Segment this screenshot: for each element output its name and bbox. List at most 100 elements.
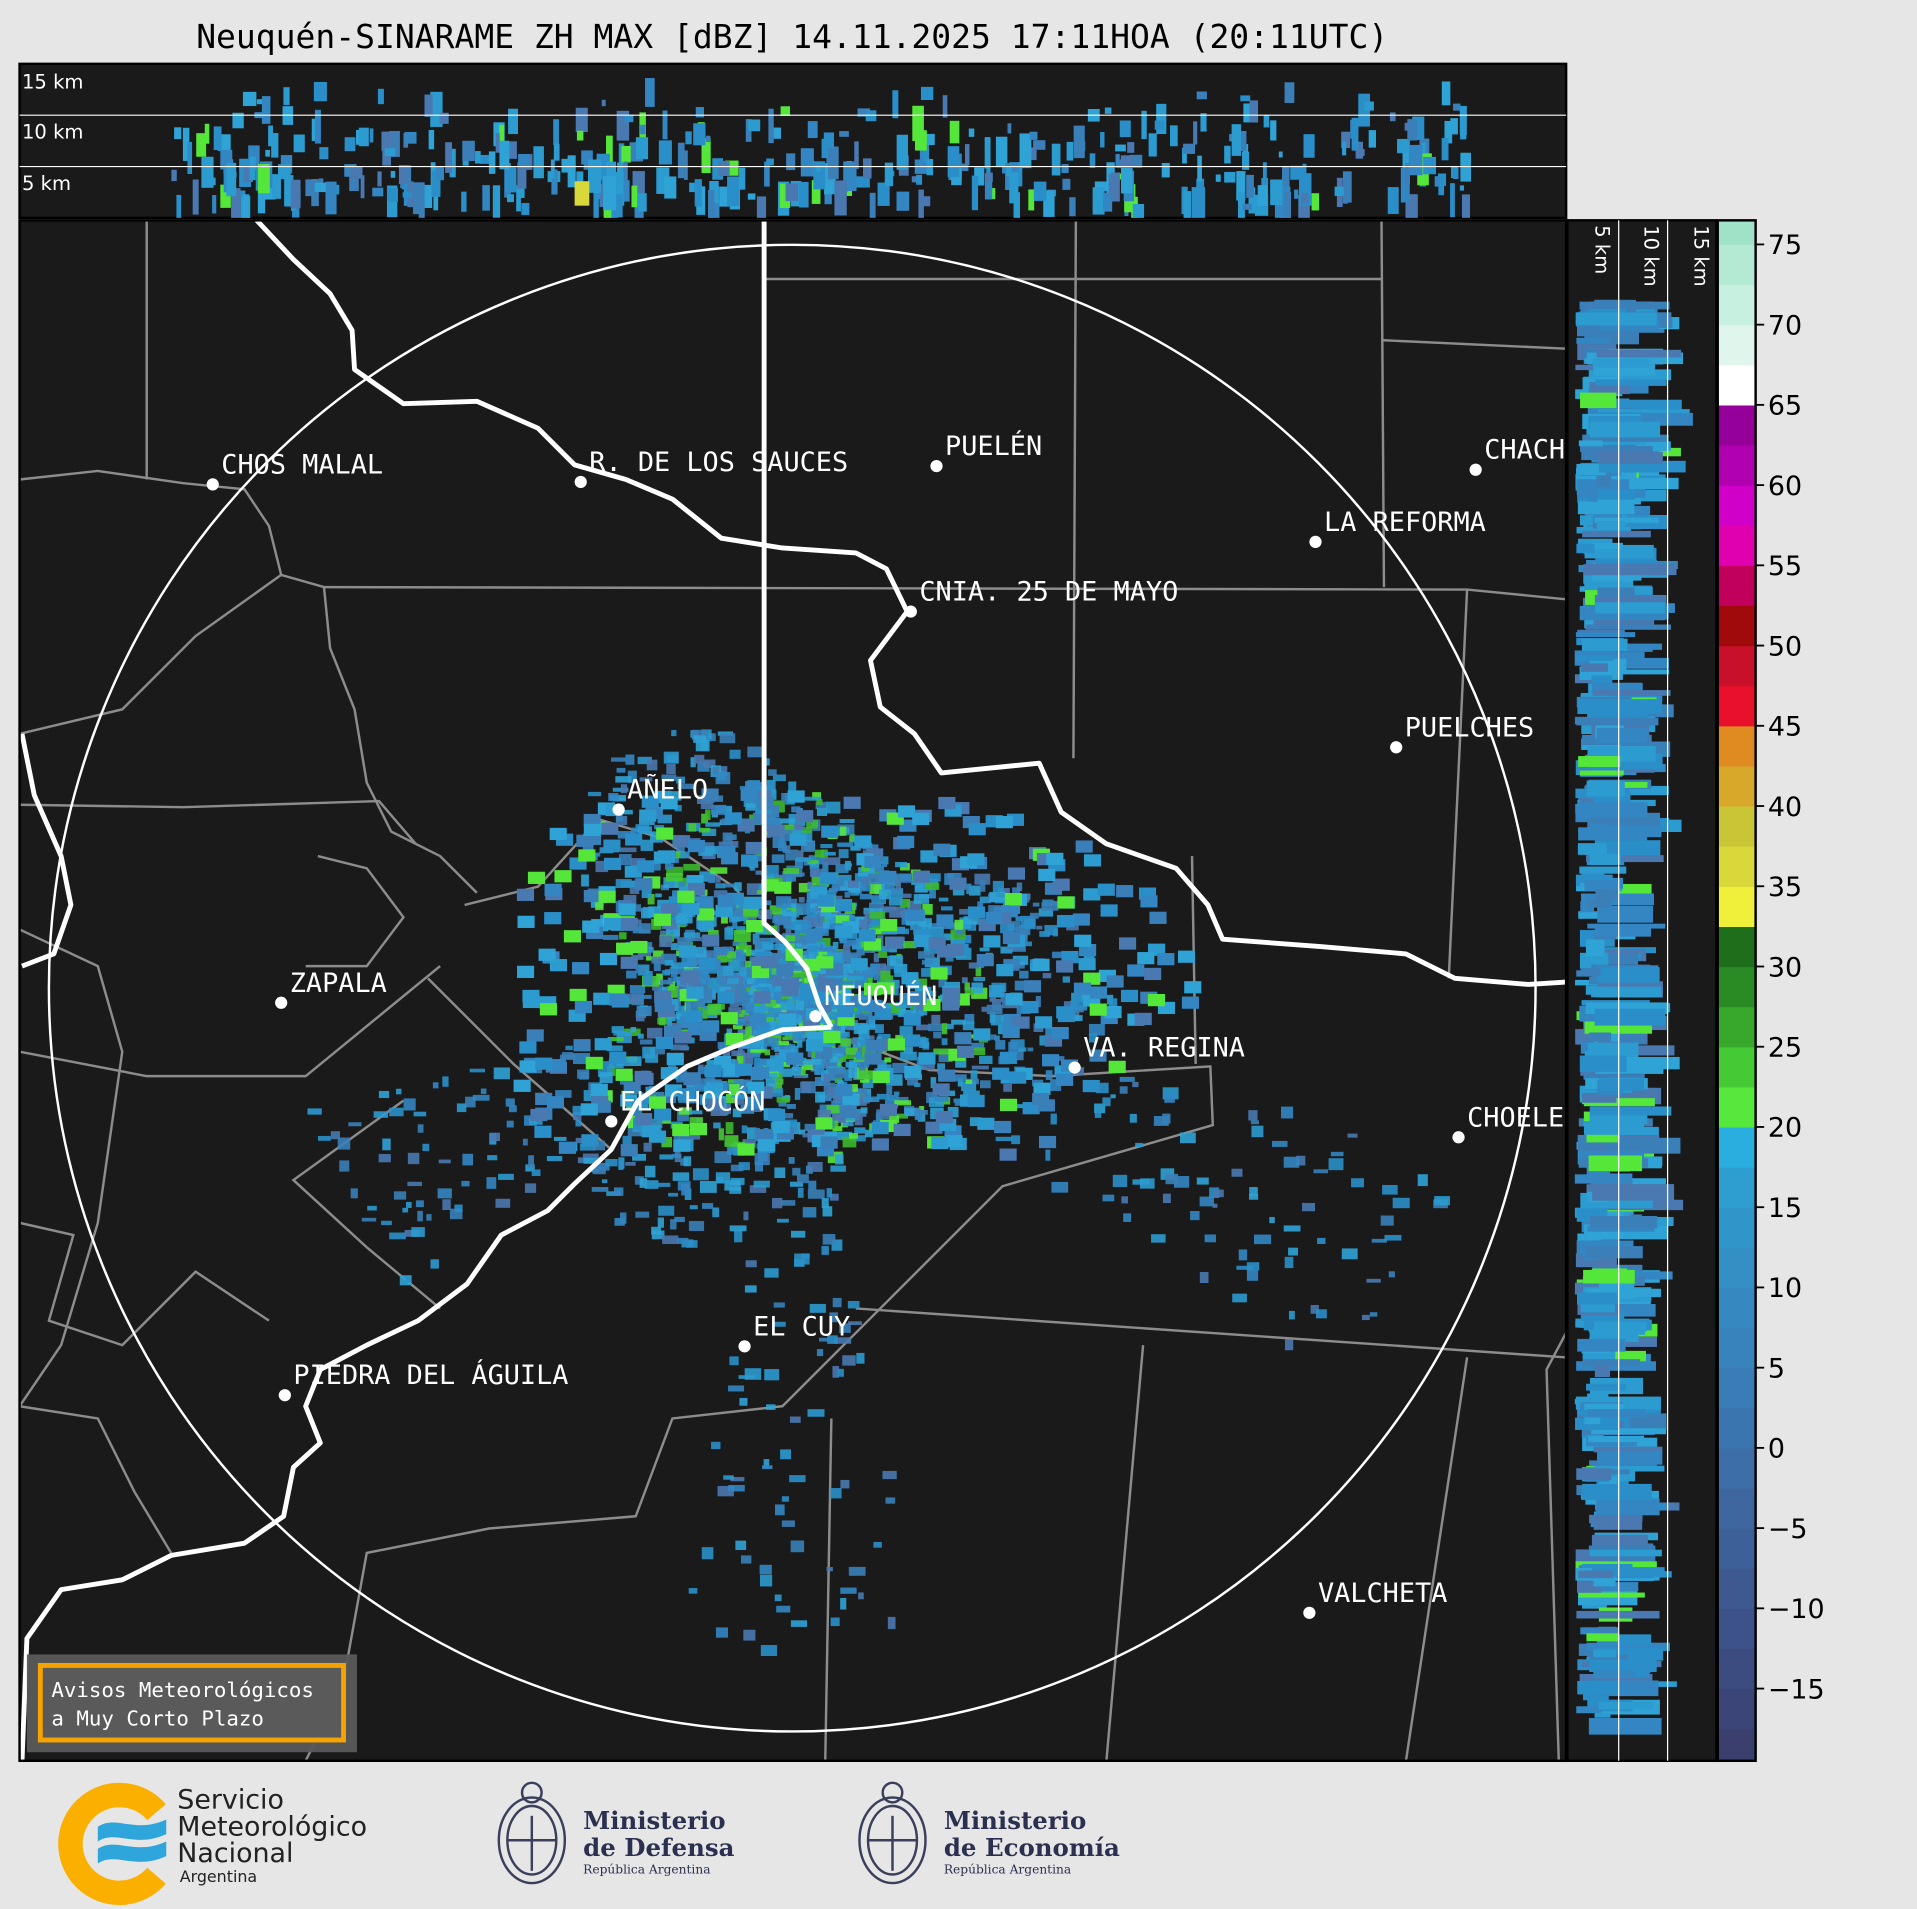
radar-echo — [912, 812, 930, 826]
radar-echo — [599, 952, 618, 966]
radar-echo — [1578, 440, 1603, 447]
radar-echo — [719, 733, 736, 744]
radar-echo — [919, 1037, 929, 1049]
radar-echo — [835, 915, 850, 924]
colorbar-bin — [1717, 324, 1756, 366]
radar-echo — [674, 1031, 692, 1044]
radar-echo — [623, 894, 637, 905]
radar-echo — [734, 1230, 743, 1243]
label-10km: 10 km — [22, 120, 83, 143]
radar-echo — [808, 1180, 817, 1191]
radar-echo — [845, 1061, 857, 1068]
radar-echo — [1038, 908, 1054, 917]
radar-echo — [1585, 899, 1612, 908]
radar-echo — [747, 1081, 765, 1094]
radar-echo — [1585, 939, 1605, 957]
smn-ring-icon — [58, 1782, 166, 1906]
radar-echo — [1591, 1534, 1648, 1546]
radar-echo — [750, 1049, 768, 1053]
radar-echo — [789, 1475, 806, 1483]
radar-echo — [781, 792, 791, 802]
radar-echo — [1596, 399, 1682, 410]
radar-echo — [426, 1214, 432, 1221]
radar-echo — [1246, 1269, 1259, 1281]
radar-echo — [646, 1027, 663, 1039]
radar-echo — [318, 178, 324, 185]
radar-echo — [413, 1111, 427, 1117]
radar-echo — [534, 1125, 552, 1138]
radar-echo — [1283, 1156, 1300, 1168]
radar-echo — [406, 1201, 412, 1208]
radar-echo — [1591, 986, 1662, 998]
radar-echo — [947, 146, 960, 178]
colorbar-tick-label: 20 — [1768, 1113, 1802, 1144]
radar-echo — [662, 110, 668, 140]
radar-echo — [826, 801, 841, 814]
radar-echo — [614, 1217, 625, 1226]
radar-echo — [687, 839, 705, 853]
radar-echo — [973, 976, 986, 982]
radar-echo — [858, 919, 874, 929]
radar-echo — [787, 790, 805, 803]
radar-echo — [764, 161, 770, 187]
radar-echo — [208, 177, 216, 186]
radar-echo — [925, 1121, 943, 1134]
radar-echo — [764, 1268, 779, 1278]
radar-echo — [913, 894, 930, 904]
radar-echo — [848, 1566, 866, 1576]
radar-echo — [1281, 1106, 1294, 1119]
warning-box[interactable]: Avisos Meteorológicos a Muy Corto Plazo — [26, 1654, 357, 1753]
radar-echo — [919, 918, 932, 927]
radar-echo — [1591, 828, 1619, 835]
radar-echo — [662, 1235, 679, 1245]
city-dot-icon — [1068, 1061, 1081, 1074]
radar-echo — [1161, 163, 1170, 178]
radar-echo — [606, 1045, 623, 1052]
radar-echo — [1587, 308, 1627, 315]
radar-echo — [909, 991, 927, 1004]
radar-echo — [916, 174, 923, 185]
radar-echo — [745, 1096, 763, 1109]
radar-echo — [1576, 1706, 1602, 1714]
radar-echo — [878, 946, 888, 958]
radar-echo — [1132, 1179, 1150, 1185]
radar-echo — [1154, 120, 1165, 130]
radar-echo — [896, 1113, 909, 1119]
radar-echo — [1042, 972, 1052, 979]
radar-echo — [738, 997, 744, 1006]
radar-echo — [603, 839, 621, 852]
radar-echo — [971, 987, 988, 999]
radar-echo — [678, 886, 691, 893]
radar-echo — [991, 999, 1002, 1011]
radar-echo — [623, 1081, 641, 1095]
radar-echo — [1144, 967, 1162, 981]
radar-echo — [758, 883, 764, 890]
radar-echo — [1582, 530, 1651, 538]
radar-echo — [749, 1185, 767, 1193]
radar-echo — [708, 875, 716, 884]
radar-echo — [635, 878, 653, 891]
radar-echo — [1584, 879, 1614, 892]
radar-echo — [816, 808, 828, 816]
radar-echo — [1590, 657, 1670, 669]
radar-echo — [907, 909, 925, 922]
radar-echo — [738, 942, 747, 949]
radar-echo — [831, 1019, 840, 1028]
radar-echo — [575, 1120, 582, 1127]
radar-echo — [996, 964, 1014, 977]
radar-echo — [947, 1106, 959, 1118]
radar-echo — [561, 1052, 574, 1060]
river-neuquen — [761, 220, 834, 1029]
radar-echo — [411, 1227, 425, 1237]
radar-echo — [1580, 392, 1617, 409]
radar-echo — [707, 1098, 725, 1111]
radar-echo — [583, 1157, 597, 1164]
radar-echo — [806, 954, 814, 959]
radar-echo — [718, 160, 730, 176]
radar-echo — [753, 1180, 770, 1188]
radar-echo — [933, 843, 951, 856]
radar-echo — [949, 120, 960, 144]
radar-echo — [1597, 905, 1654, 923]
radar-echo — [974, 167, 985, 186]
